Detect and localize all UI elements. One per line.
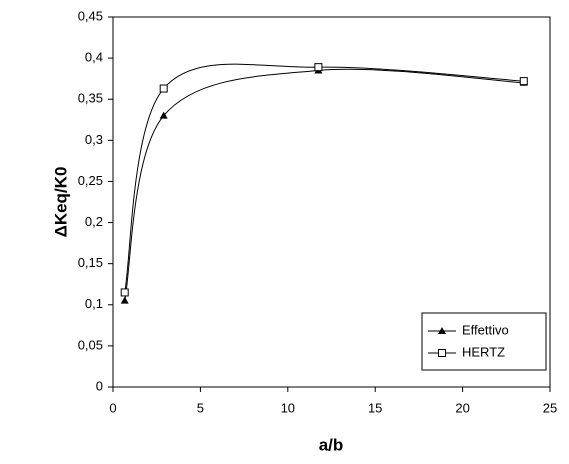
y-tick-label: 0 — [96, 378, 103, 393]
x-tick-label: 15 — [368, 400, 382, 415]
y-tick-label: 0,2 — [85, 214, 103, 229]
x-tick-label: 10 — [281, 400, 295, 415]
series-line — [124, 68, 524, 301]
y-tick-label: 0,15 — [78, 255, 103, 270]
y-tick-label: 0,45 — [78, 8, 103, 23]
marker — [314, 63, 323, 72]
y-tick-label: 0,35 — [78, 91, 103, 106]
x-tick-label: 0 — [109, 400, 116, 415]
y-tick-label: 0,3 — [85, 132, 103, 147]
y-tick-label: 0,05 — [78, 337, 103, 352]
marker — [120, 288, 129, 297]
marker — [120, 296, 129, 304]
legend-label: Effettivo — [462, 322, 509, 337]
marker — [159, 111, 168, 119]
marker — [519, 77, 528, 86]
series-line — [124, 63, 524, 293]
x-tick-label: 25 — [543, 400, 557, 415]
y-axis-title: ΔKeq/K0 — [51, 167, 70, 238]
legend-marker — [438, 327, 446, 334]
y-tick-label: 0,1 — [85, 296, 103, 311]
x-tick-label: 20 — [455, 400, 469, 415]
x-tick-label: 5 — [197, 400, 204, 415]
legend-label: HERTZ — [462, 344, 505, 359]
marker — [159, 84, 168, 93]
x-axis-title: a/b — [319, 435, 344, 454]
plot-frame — [112, 16, 551, 388]
legend — [421, 312, 547, 371]
y-tick-label: 0,4 — [85, 50, 103, 65]
legend-marker — [438, 349, 446, 357]
y-tick-label: 0,25 — [78, 173, 103, 188]
